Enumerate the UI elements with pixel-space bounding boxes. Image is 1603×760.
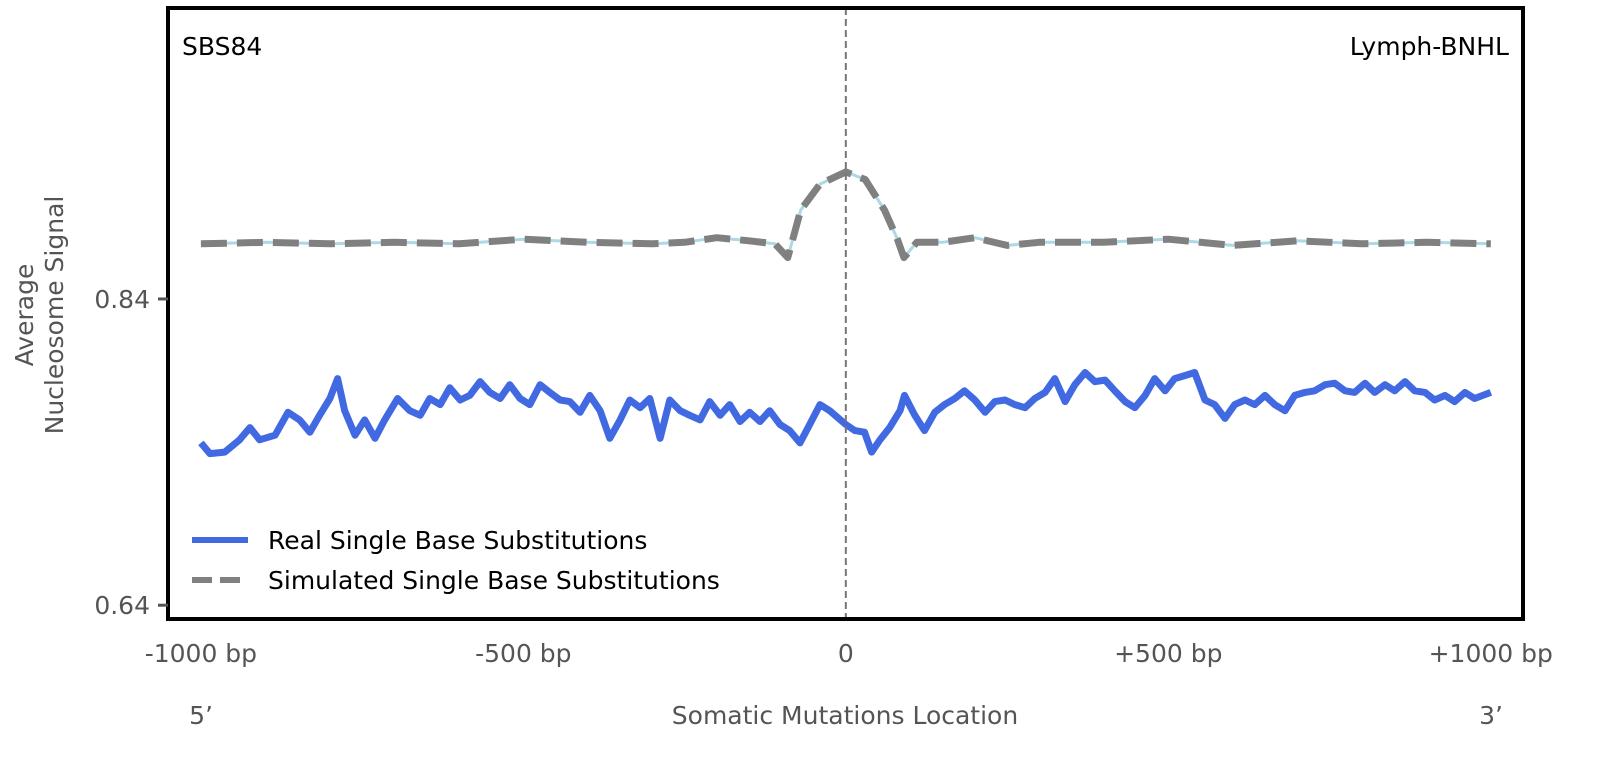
y-axis-label: Average Nucleosome Signal	[10, 196, 69, 435]
cancer-type-label: Lymph-BNHL	[1350, 32, 1509, 61]
y-tick-label: 0.64	[94, 591, 150, 620]
legend-simulated-label: Simulated Single Base Substitutions	[268, 566, 720, 595]
x-tick-label: +1000 bp	[1429, 639, 1553, 668]
real-series-line	[198, 369, 1493, 458]
three-prime-label: 3’	[1479, 701, 1503, 730]
plot-frame	[166, 6, 1525, 621]
x-axis-ticks: -1000 bp -500 bp 0 +500 bp +1000 bp	[145, 639, 1553, 668]
x-tick-label: 0	[838, 639, 854, 668]
legend-real-label: Real Single Base Substitutions	[268, 526, 647, 555]
panel-label: SBS84	[182, 32, 262, 61]
y-tick-label: 0.84	[94, 285, 150, 314]
x-tick-label: -500 bp	[475, 639, 571, 668]
y-axis-label-line2: Nucleosome Signal	[40, 196, 69, 435]
x-tick-label: -1000 bp	[145, 639, 257, 668]
y-axis-label-line1: Average	[10, 264, 39, 367]
simulated-series-line	[200, 168, 1491, 262]
y-axis-ticks: 0.84 0.64	[94, 285, 168, 620]
series-layer	[198, 168, 1493, 458]
legend: Real Single Base Substitutions Simulated…	[192, 526, 720, 595]
x-tick-label: +500 bp	[1114, 639, 1222, 668]
x-axis-label: Somatic Mutations Location	[672, 701, 1018, 730]
five-prime-label: 5’	[189, 701, 213, 730]
